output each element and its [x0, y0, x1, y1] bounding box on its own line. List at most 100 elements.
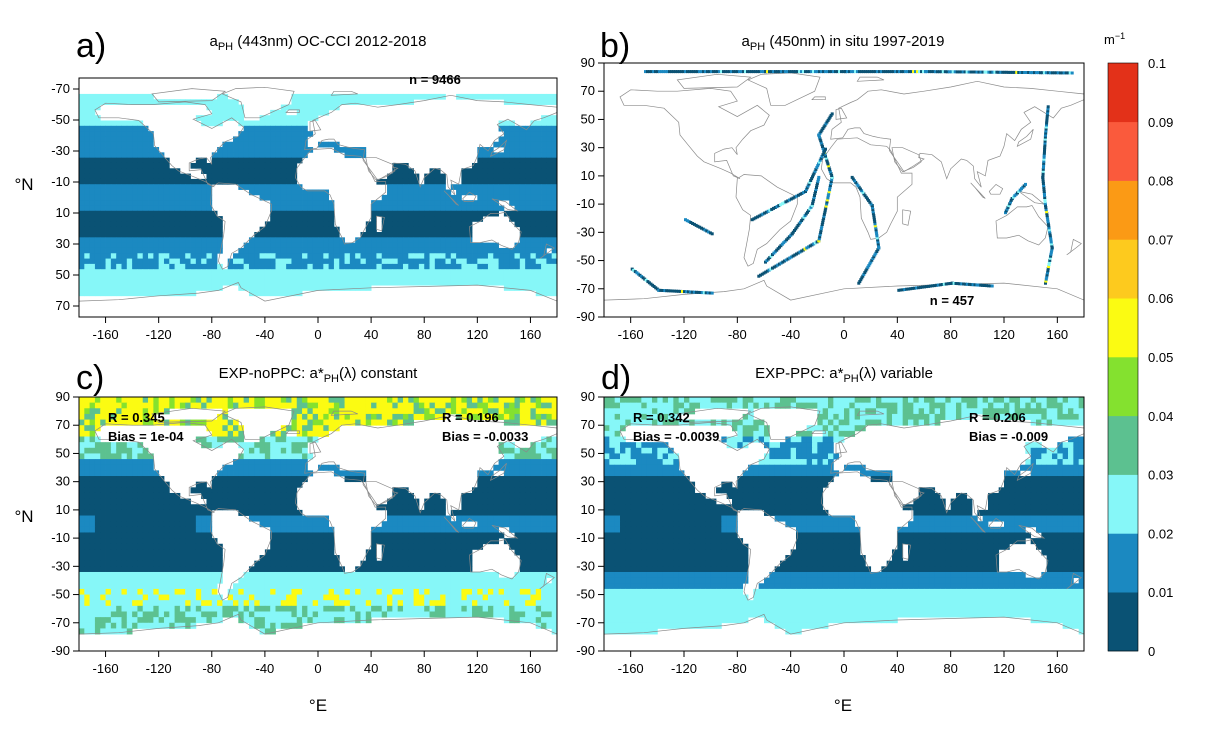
map-cell [429, 279, 436, 286]
map-cell [318, 279, 324, 286]
map-cell [546, 157, 553, 164]
map-cell [84, 397, 91, 404]
map-cell [509, 99, 515, 105]
map-cell [206, 498, 213, 505]
map-cell [477, 515, 484, 522]
insitu-point [1064, 71, 1068, 75]
map-cell [525, 125, 531, 132]
map-cell [387, 189, 393, 196]
map-cell [472, 253, 478, 259]
map-cell [243, 258, 250, 265]
insitu-point [1044, 71, 1048, 75]
map-cell [302, 205, 308, 212]
insitu-point [659, 288, 663, 292]
insitu-point [1046, 107, 1050, 111]
map-cell [286, 285, 292, 291]
map-cell [275, 447, 282, 454]
map-cell [514, 549, 521, 556]
insitu-point [788, 70, 791, 74]
map-cell [440, 515, 446, 522]
map-cell [551, 453, 558, 460]
map-cell [132, 232, 138, 238]
map-cell [291, 247, 298, 254]
map-cell [456, 269, 462, 275]
map-cell [254, 178, 260, 185]
map-cell [179, 263, 186, 270]
insitu-point [764, 70, 767, 74]
map-cell [413, 408, 420, 415]
map-cell [94, 498, 101, 505]
insitu-point [820, 225, 824, 229]
map-cell [530, 141, 537, 148]
map-cell [503, 442, 510, 449]
insitu-point [732, 70, 735, 74]
map-cell [206, 487, 213, 494]
map-cell [323, 397, 330, 404]
map-cell [270, 120, 276, 127]
map-cell [509, 543, 515, 550]
map-cell [355, 263, 361, 270]
map-cell [344, 147, 351, 153]
map-cell [514, 210, 521, 217]
map-cell [408, 419, 414, 426]
insitu-point [892, 70, 895, 74]
map-cell [291, 492, 298, 499]
map-cell [509, 509, 515, 516]
map-cell [94, 216, 101, 222]
map-cell [551, 216, 558, 222]
map-cell [79, 221, 85, 228]
map-cell [302, 99, 308, 105]
map-cell [217, 498, 223, 505]
map-cell [387, 555, 393, 562]
map-cell [360, 253, 367, 259]
map-cell [264, 189, 271, 196]
map-cell [440, 543, 446, 550]
map-cell [535, 498, 542, 505]
map-cell [296, 425, 303, 432]
map-cell [525, 555, 531, 562]
map-cell [551, 178, 558, 185]
map-cell [450, 532, 457, 539]
insitu-point [664, 70, 667, 74]
map-cell [148, 178, 154, 185]
map-cell [243, 147, 250, 153]
map-cell [201, 258, 207, 265]
map-cell [530, 147, 537, 153]
map-cell [286, 555, 292, 562]
map-cell [291, 532, 298, 539]
insitu-point [1041, 169, 1045, 173]
insitu-point [800, 249, 804, 253]
map-cell [185, 498, 191, 505]
map-cell [84, 492, 91, 499]
map-cell [270, 560, 276, 567]
map-cell [227, 152, 234, 159]
map-cell [392, 504, 399, 511]
map-cell [248, 173, 255, 180]
map-cell [397, 178, 404, 185]
map-cell [84, 481, 91, 488]
map-cell [121, 120, 128, 127]
map-cell [365, 397, 372, 404]
map-cell [418, 263, 425, 270]
insitu-point [809, 205, 813, 209]
map-cell [519, 178, 526, 185]
map-cell [535, 492, 542, 499]
map-cell [137, 453, 144, 460]
map-cell [270, 115, 276, 121]
map-cell [387, 184, 393, 190]
map-cell [142, 269, 149, 275]
insitu-point [752, 217, 756, 221]
map-cell [100, 200, 106, 206]
map-cell [100, 492, 106, 499]
map-cell [211, 402, 218, 409]
x-tick-label: 160 [1046, 327, 1068, 342]
map-cell [408, 549, 414, 556]
map-cell [158, 476, 165, 483]
insitu-point [759, 213, 763, 217]
insitu-point [969, 283, 973, 287]
map-cell [445, 515, 452, 522]
map-cell [402, 279, 409, 286]
insitu-point [778, 70, 781, 74]
map-cell [429, 247, 436, 254]
map-cell [132, 184, 138, 190]
